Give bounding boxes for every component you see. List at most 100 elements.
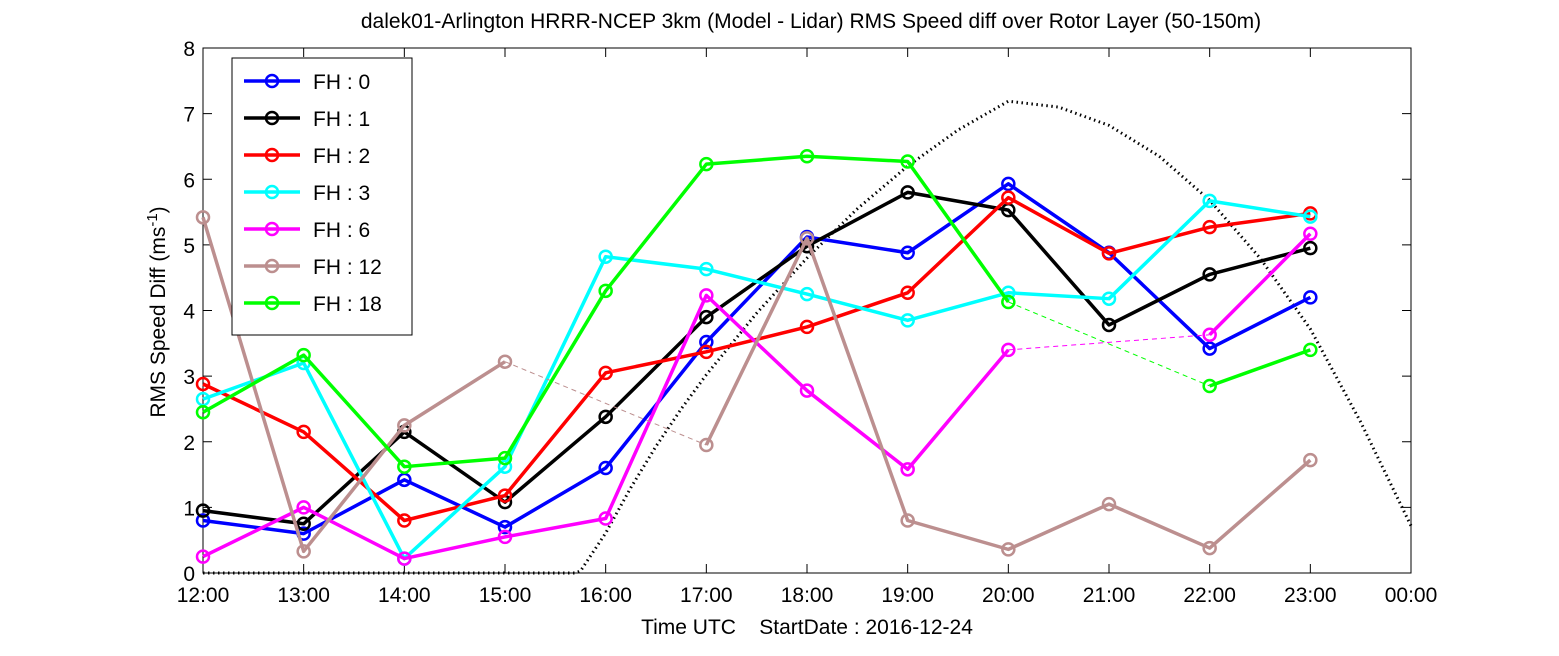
legend-label: FH : 0: [313, 71, 370, 94]
data-point: [497, 450, 513, 466]
y-tick-label: 5: [183, 235, 195, 258]
data-point: [195, 376, 211, 392]
data-point: [1001, 342, 1016, 358]
y-tick-label: 8: [183, 38, 195, 61]
data-point: [1202, 341, 1217, 356]
data-point: [598, 460, 613, 476]
series-fh-3: [195, 193, 1318, 566]
data-point: [900, 462, 915, 477]
data-point: [598, 365, 613, 381]
data-point: [1303, 290, 1318, 305]
series-line: [202, 199, 1311, 561]
data-point: [699, 309, 714, 325]
data-point: [1202, 219, 1217, 235]
data-point: [296, 544, 311, 559]
data-point: [296, 347, 311, 363]
data-point: [1001, 294, 1016, 310]
legend-swatch-marker: [264, 73, 280, 89]
data-point: [195, 549, 211, 564]
data-point: [598, 283, 613, 299]
legend-label: FH : 12: [313, 256, 382, 279]
x-tick-label: 20:00: [982, 584, 1035, 607]
x-tick-label: 18:00: [781, 584, 834, 607]
legend-entry: FH : 2: [244, 145, 370, 168]
data-point: [397, 418, 412, 433]
legend-entry: FH : 3: [244, 182, 370, 205]
x-tick-label: 15:00: [479, 584, 532, 607]
legend-swatch-marker: [264, 184, 280, 200]
y-axis-label-sup: -1: [144, 213, 161, 226]
data-point: [699, 344, 714, 360]
series-fh-18: [195, 149, 1318, 474]
data-point: [1101, 496, 1117, 512]
legend-swatch-marker: [264, 147, 280, 163]
legend-entry: FH : 6: [244, 219, 370, 242]
series-fh-6: [195, 226, 1318, 566]
data-point: [1303, 226, 1318, 241]
y-tick-label: 1: [183, 497, 195, 520]
data-point: [699, 156, 714, 172]
data-point: [1001, 190, 1016, 205]
x-axis-label: Time UTC StartDate : 2016-12-24: [641, 616, 973, 639]
data-point: [699, 437, 714, 453]
data-point: [497, 529, 513, 545]
data-point: [900, 154, 915, 169]
legend-entry: FH : 12: [244, 256, 382, 279]
y-tick-label: 4: [183, 301, 195, 324]
data-point: [900, 313, 915, 328]
legend: FH : 0 FH : 1 FH : 2 FH : 3 FH : 6 FH : 12 FH …: [231, 57, 413, 336]
plot-area: 12:00 13:00 14:00 15:00 16:00 17:00 18:00 19:00…: [177, 38, 1438, 607]
data-point: [1202, 267, 1217, 282]
data-point: [699, 288, 714, 303]
x-tick-label: 14:00: [378, 584, 431, 607]
data-point: [598, 249, 613, 264]
series-line: [202, 182, 1312, 536]
data-point: [1101, 317, 1117, 333]
reference-curve: [203, 99, 1413, 575]
data-point: [195, 503, 211, 518]
series-line: [704, 236, 1312, 552]
data-point: [1202, 378, 1217, 394]
data-point: [1303, 240, 1318, 256]
y-tick-label: 2: [183, 432, 195, 455]
legend-label: FH : 2: [313, 145, 370, 168]
data-point: [195, 404, 211, 420]
series-gap-line: [1008, 301, 1210, 387]
data-point: [1303, 209, 1318, 224]
data-point: [1303, 452, 1318, 468]
data-point: [1202, 327, 1217, 343]
legend-swatch-marker: [264, 295, 280, 311]
y-axis-label-main: RMS Speed Diff (ms: [147, 227, 170, 418]
legend-label: FH : 6: [313, 219, 370, 242]
legend-entry: FH : 18: [244, 293, 382, 316]
data-point: [900, 513, 915, 528]
data-point: [296, 500, 311, 515]
x-tick-label: 17:00: [680, 584, 733, 607]
data-point: [1001, 542, 1016, 557]
y-axis-label-tail: ): [147, 206, 170, 213]
y-tick-label: 3: [183, 366, 195, 389]
series-line: [202, 154, 1010, 469]
data-point: [699, 334, 714, 350]
data-point: [397, 551, 412, 566]
x-tick-label: 22:00: [1183, 584, 1236, 607]
data-point: [397, 459, 412, 474]
data-point: [900, 245, 915, 260]
data-point: [195, 210, 211, 225]
legend-label: FH : 3: [313, 182, 370, 205]
x-tick-label: 00:00: [1385, 584, 1438, 607]
data-point: [799, 286, 815, 302]
x-tick-label: 16:00: [579, 584, 632, 607]
x-tick-label: 21:00: [1083, 584, 1136, 607]
series-fh-0: [195, 176, 1318, 541]
data-point: [900, 285, 915, 301]
data-point: [497, 459, 513, 474]
y-tick-label: 7: [183, 104, 195, 127]
x-tick-label: 19:00: [881, 584, 934, 607]
legend-swatch-marker: [264, 221, 280, 237]
y-tick-label: 6: [183, 169, 195, 192]
series-line: [1208, 232, 1312, 337]
x-tick-label: 23:00: [1284, 584, 1337, 607]
data-point: [799, 231, 815, 246]
